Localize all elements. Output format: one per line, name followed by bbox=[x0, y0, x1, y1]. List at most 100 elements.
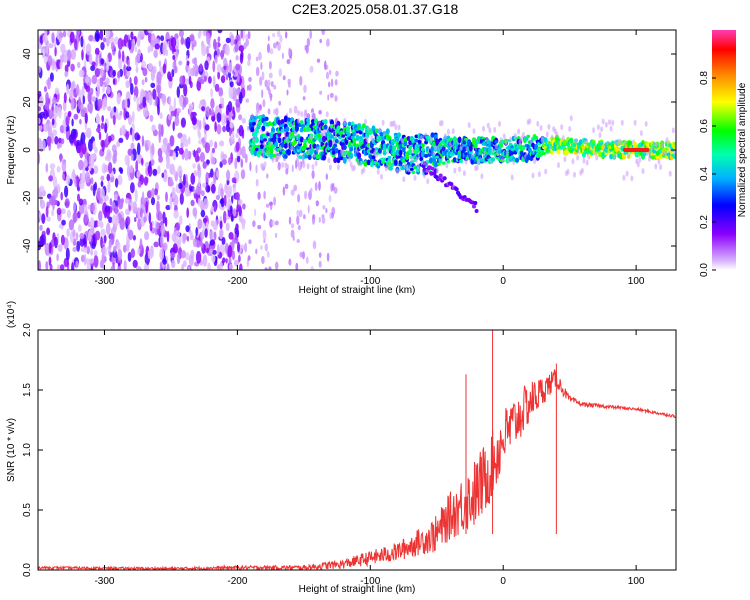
signal-halo bbox=[311, 164, 315, 170]
noise-blob bbox=[64, 185, 69, 198]
noise-blob bbox=[172, 54, 176, 61]
noise-blob bbox=[193, 170, 198, 177]
noise-blob bbox=[226, 169, 231, 181]
noise-blob bbox=[80, 109, 87, 118]
noise-blob bbox=[227, 245, 233, 259]
noise-blob bbox=[239, 52, 244, 64]
noise-blob bbox=[172, 243, 178, 254]
noise-blob bbox=[237, 241, 240, 253]
noise-blob bbox=[129, 164, 134, 174]
noise-blob bbox=[54, 236, 58, 249]
noise-blob bbox=[170, 110, 176, 117]
noise-blob bbox=[99, 197, 104, 205]
signal-halo bbox=[443, 133, 447, 140]
noise-blob bbox=[45, 162, 49, 173]
noise-blob bbox=[168, 96, 172, 107]
noise-blob bbox=[136, 170, 141, 178]
noise-blob bbox=[51, 209, 55, 217]
noise-blob bbox=[293, 184, 298, 192]
noise-blob bbox=[130, 83, 134, 95]
noise-blob bbox=[136, 266, 142, 270]
noise-blob bbox=[135, 65, 139, 74]
noise-blob bbox=[228, 263, 233, 270]
noise-blob bbox=[206, 32, 211, 45]
noise-blob bbox=[165, 191, 168, 203]
noise-blob bbox=[46, 227, 51, 236]
noise-blob bbox=[178, 95, 184, 105]
signal-cell bbox=[408, 145, 413, 150]
noise-blob bbox=[81, 141, 87, 155]
signal-halo bbox=[555, 131, 559, 138]
signal-halo bbox=[600, 126, 604, 133]
noise-blob bbox=[59, 124, 65, 134]
signal-halo bbox=[510, 174, 514, 181]
noise-blob bbox=[113, 193, 118, 201]
noise-blob bbox=[145, 201, 148, 214]
signal-cell bbox=[526, 144, 531, 149]
signal-halo bbox=[584, 139, 588, 146]
signal-halo bbox=[547, 123, 551, 130]
noise-blob bbox=[61, 219, 66, 226]
noise-blob bbox=[240, 158, 244, 168]
noise-blob bbox=[38, 42, 42, 50]
noise-blob bbox=[70, 49, 77, 60]
noise-blob bbox=[156, 71, 162, 85]
noise-blob bbox=[60, 191, 63, 201]
noise-blob bbox=[53, 105, 59, 118]
signal-cell bbox=[435, 155, 440, 159]
noise-blob bbox=[143, 176, 148, 186]
noise-blob bbox=[78, 159, 84, 171]
noise-blob bbox=[277, 41, 281, 51]
noise-blob bbox=[220, 197, 225, 208]
noise-blob bbox=[112, 223, 117, 233]
noise-blob bbox=[87, 103, 90, 113]
noise-blob bbox=[141, 191, 145, 205]
noise-blob bbox=[112, 114, 116, 126]
noise-blob bbox=[266, 250, 270, 258]
noise-blob bbox=[277, 161, 281, 171]
noise-blob bbox=[57, 244, 63, 252]
signal-cell bbox=[312, 143, 317, 149]
signal-cell bbox=[468, 144, 473, 152]
noise-blob bbox=[46, 42, 49, 55]
noise-blob bbox=[112, 50, 116, 56]
signal-cell bbox=[341, 138, 346, 144]
signal-cell bbox=[539, 151, 543, 157]
noise-blob bbox=[78, 96, 82, 110]
noise-blob bbox=[182, 260, 187, 268]
signal-halo bbox=[327, 157, 331, 164]
noise-blob bbox=[105, 132, 109, 145]
signal-cell bbox=[269, 147, 274, 155]
noise-blob bbox=[77, 193, 80, 202]
noise-blob bbox=[229, 139, 235, 145]
noise-blob bbox=[273, 84, 277, 90]
noise-blob bbox=[92, 140, 96, 150]
snr-y-tick-label: 1.5 bbox=[22, 383, 33, 397]
noise-blob bbox=[235, 98, 241, 108]
noise-blob bbox=[198, 177, 201, 188]
noise-blob bbox=[200, 241, 204, 249]
signal-halo bbox=[521, 131, 525, 138]
signal-halo bbox=[336, 164, 340, 171]
noise-blob bbox=[90, 185, 93, 191]
noise-blob bbox=[134, 217, 137, 222]
noise-blob bbox=[288, 258, 292, 266]
signal-halo bbox=[657, 158, 661, 165]
noise-blob bbox=[180, 117, 186, 128]
noise-blob bbox=[104, 122, 108, 134]
signal-halo bbox=[569, 115, 573, 122]
signal-cell bbox=[355, 134, 360, 141]
signal-cell bbox=[497, 150, 502, 154]
noise-blob bbox=[229, 81, 234, 88]
noise-blob bbox=[132, 201, 137, 214]
noise-blob bbox=[75, 84, 80, 96]
signal-halo bbox=[557, 162, 560, 169]
noise-blob bbox=[161, 172, 165, 178]
noise-blob bbox=[247, 84, 252, 91]
noise-blob bbox=[310, 266, 314, 270]
noise-blob bbox=[130, 153, 134, 161]
noise-blob bbox=[179, 193, 184, 205]
signal-cell bbox=[259, 144, 264, 150]
noise-blob bbox=[86, 262, 91, 270]
snr-panel: -300 -200 -100 0 100 0.0 0.5 1.0 1.5 2.0 Height o… bbox=[6, 301, 677, 595]
